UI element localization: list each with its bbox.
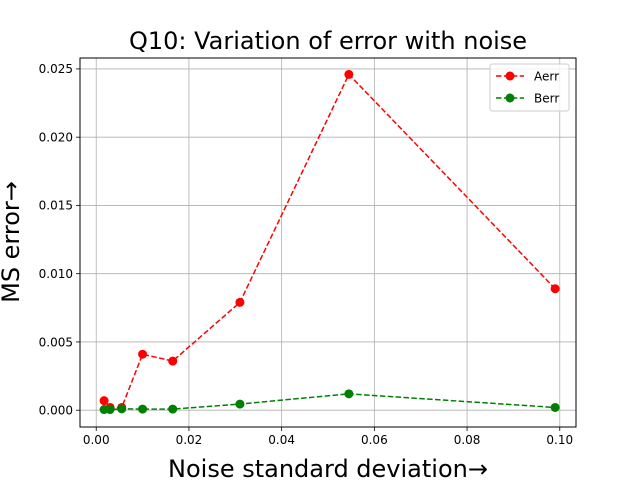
data-point-berr [235,399,245,409]
x-tick-label: 0.04 [268,433,295,447]
data-point-berr [550,402,560,412]
data-point-aerr [99,396,109,406]
data-point-aerr [235,297,245,307]
y-tick-label: 0.000 [39,404,73,418]
legend-marker-aerr [505,71,515,81]
x-tick-label: 0.02 [176,433,203,447]
chart-title: Q10: Variation of error with noise [129,27,527,55]
x-tick-label: 0.10 [546,433,573,447]
x-axis-ticks: 0.00 0.02 0.04 0.06 0.08 0.10 [83,427,573,447]
y-tick-label: 0.020 [39,130,73,144]
data-point-berr [117,404,127,414]
x-tick-label: 0.00 [83,433,110,447]
grid-lines [80,58,576,427]
y-tick-label: 0.005 [39,335,73,349]
data-point-berr [344,389,354,399]
data-point-aerr [138,349,148,359]
x-tick-label: 0.08 [454,433,481,447]
plot-area-frame [79,57,577,428]
data-point-berr [105,405,115,415]
data-point-berr [138,404,148,414]
plot-series [99,69,560,415]
y-tick-label: 0.010 [39,267,73,281]
legend-label-berr: Berr [534,91,559,105]
x-axis-label: Noise standard deviation→ [168,455,488,480]
y-axis-ticks: 0.000 0.005 0.010 0.015 0.020 0.025 [39,62,80,418]
y-tick-label: 0.025 [39,62,73,76]
legend-label-aerr: Aerr [534,69,559,83]
x-tick-label: 0.06 [361,433,388,447]
data-point-aerr [550,284,560,294]
y-tick-label: 0.015 [39,199,73,213]
legend-marker-berr [505,93,515,103]
data-point-aerr [344,69,354,79]
y-axis-label: MS error→ [0,181,25,303]
data-point-aerr [168,356,178,366]
legend: Aerr Berr [489,63,570,112]
data-point-berr [168,404,178,414]
